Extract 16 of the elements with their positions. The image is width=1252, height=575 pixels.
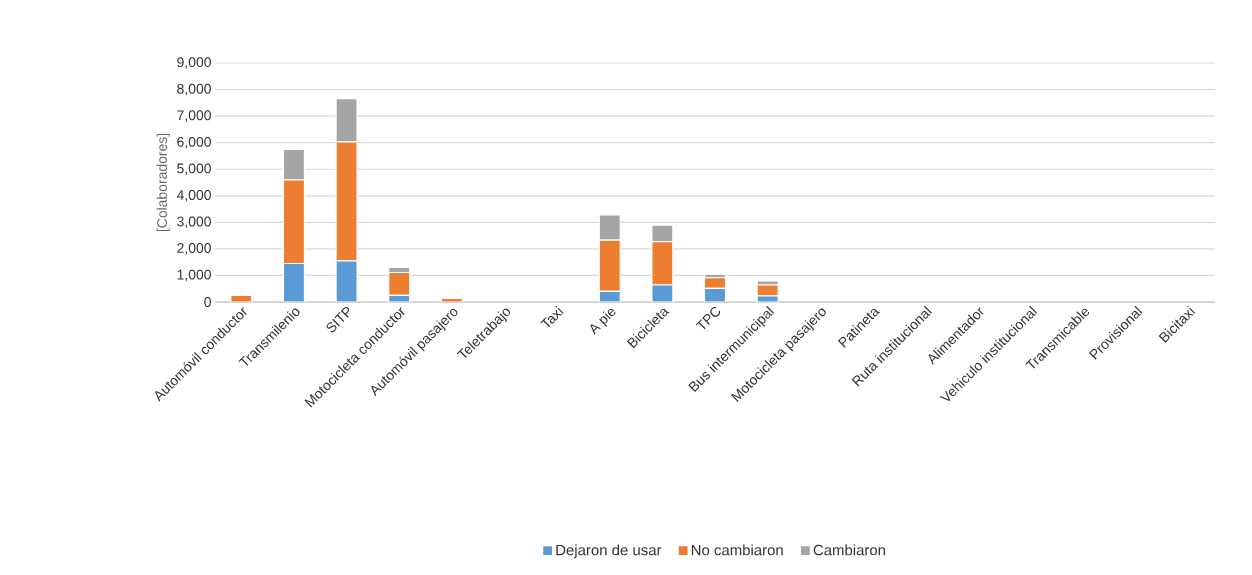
legend-label: Dejaron de usar [556,544,662,559]
x-tick-label: A pie [590,308,616,335]
y-tick-label: 6,000 [177,136,211,149]
y-tick-label: 1,000 [177,269,211,282]
y-tick-label: 4,000 [176,190,211,202]
legend-label: No cambiaron [691,544,783,556]
y-tick-label: 8,000 [177,83,211,96]
y-tick-label: 5,000 [177,163,211,175]
y-tick-label: 9,000 [177,57,211,69]
y-axis-title: [Colaboradores] [156,133,170,232]
x-tick-label: Taxi [540,305,564,328]
y-tick-label: 2,000 [177,243,211,255]
y-tick-label: 7,000 [177,110,211,122]
y-tick-label: 3,000 [177,216,211,229]
y-tick-label: 0 [204,297,211,307]
legend-label: Cambiaron [813,544,886,556]
